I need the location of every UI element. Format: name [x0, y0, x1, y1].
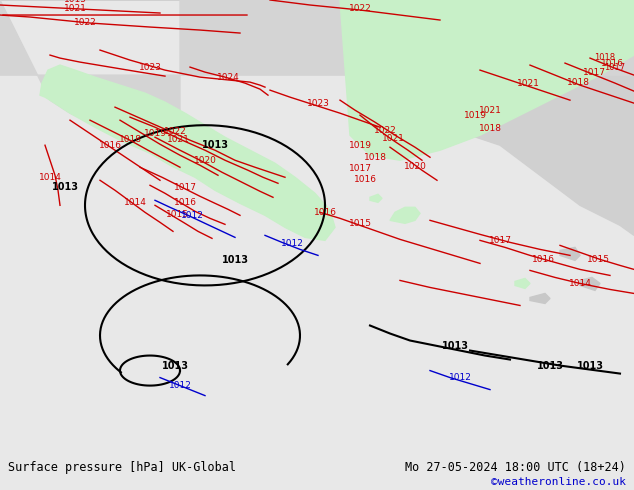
Polygon shape [0, 0, 634, 165]
Text: 1022: 1022 [373, 126, 396, 135]
Text: 1024: 1024 [217, 73, 240, 82]
Text: 1013: 1013 [536, 361, 564, 370]
Text: 1016: 1016 [354, 175, 377, 184]
Text: 1014: 1014 [124, 198, 146, 207]
Text: 1013: 1013 [51, 182, 79, 192]
Text: 1012: 1012 [181, 211, 204, 220]
Text: 1021: 1021 [63, 3, 86, 13]
Text: 1019: 1019 [463, 111, 486, 120]
Text: 1013: 1013 [576, 361, 604, 370]
Text: 1022: 1022 [164, 127, 186, 136]
Text: 1015: 1015 [586, 255, 609, 264]
Text: 1023: 1023 [139, 63, 162, 72]
Text: 1018: 1018 [595, 52, 616, 62]
Text: 1016: 1016 [98, 141, 122, 150]
Polygon shape [580, 277, 600, 291]
Text: 1022: 1022 [349, 3, 372, 13]
Text: 1015: 1015 [349, 219, 372, 228]
Text: 1017: 1017 [604, 63, 626, 72]
Text: 1013: 1013 [202, 140, 228, 150]
Polygon shape [530, 294, 550, 303]
Text: 1019: 1019 [349, 141, 372, 150]
Text: 1019: 1019 [143, 129, 167, 138]
Text: 1017: 1017 [174, 183, 197, 192]
Text: 1021: 1021 [517, 78, 540, 88]
Text: 1021: 1021 [167, 135, 190, 144]
Polygon shape [0, 0, 634, 235]
Text: 1013: 1013 [162, 361, 188, 370]
Text: 1013: 1013 [221, 255, 249, 266]
Text: 1014: 1014 [39, 173, 61, 182]
Text: 1016: 1016 [313, 208, 337, 217]
Text: 1018: 1018 [119, 135, 141, 144]
Text: 1017: 1017 [489, 236, 512, 245]
Text: 1012: 1012 [449, 373, 472, 382]
Text: 1017: 1017 [583, 68, 605, 76]
Text: 1016: 1016 [600, 59, 623, 68]
Text: 1020: 1020 [193, 156, 216, 165]
Text: 1022: 1022 [74, 18, 96, 26]
Text: 1018: 1018 [479, 123, 501, 133]
Text: 1023: 1023 [307, 98, 330, 108]
Polygon shape [370, 195, 382, 202]
Text: 1021: 1021 [382, 134, 404, 143]
Text: 1012: 1012 [281, 239, 304, 248]
Text: 1012: 1012 [169, 381, 191, 390]
Polygon shape [560, 247, 580, 260]
Polygon shape [40, 65, 335, 241]
Text: 1014: 1014 [569, 279, 592, 288]
Polygon shape [340, 0, 634, 160]
Text: Mo 27-05-2024 18:00 UTC (18+24): Mo 27-05-2024 18:00 UTC (18+24) [405, 461, 626, 474]
Text: Surface pressure [hPa] UK-Global: Surface pressure [hPa] UK-Global [8, 461, 236, 474]
Text: 1016: 1016 [531, 255, 555, 264]
Text: 1018: 1018 [363, 153, 387, 162]
Text: 1016: 1016 [174, 198, 197, 207]
Text: 1013: 1013 [441, 341, 469, 350]
Text: ©weatheronline.co.uk: ©weatheronline.co.uk [491, 477, 626, 487]
Text: 1017: 1017 [349, 164, 372, 173]
Polygon shape [390, 207, 420, 223]
Polygon shape [515, 278, 530, 289]
Text: 1018: 1018 [567, 77, 590, 87]
Text: 1015: 1015 [165, 210, 188, 219]
Text: 1015: 1015 [63, 0, 86, 4]
Text: 1020: 1020 [404, 162, 427, 171]
Text: 1021: 1021 [479, 106, 501, 115]
